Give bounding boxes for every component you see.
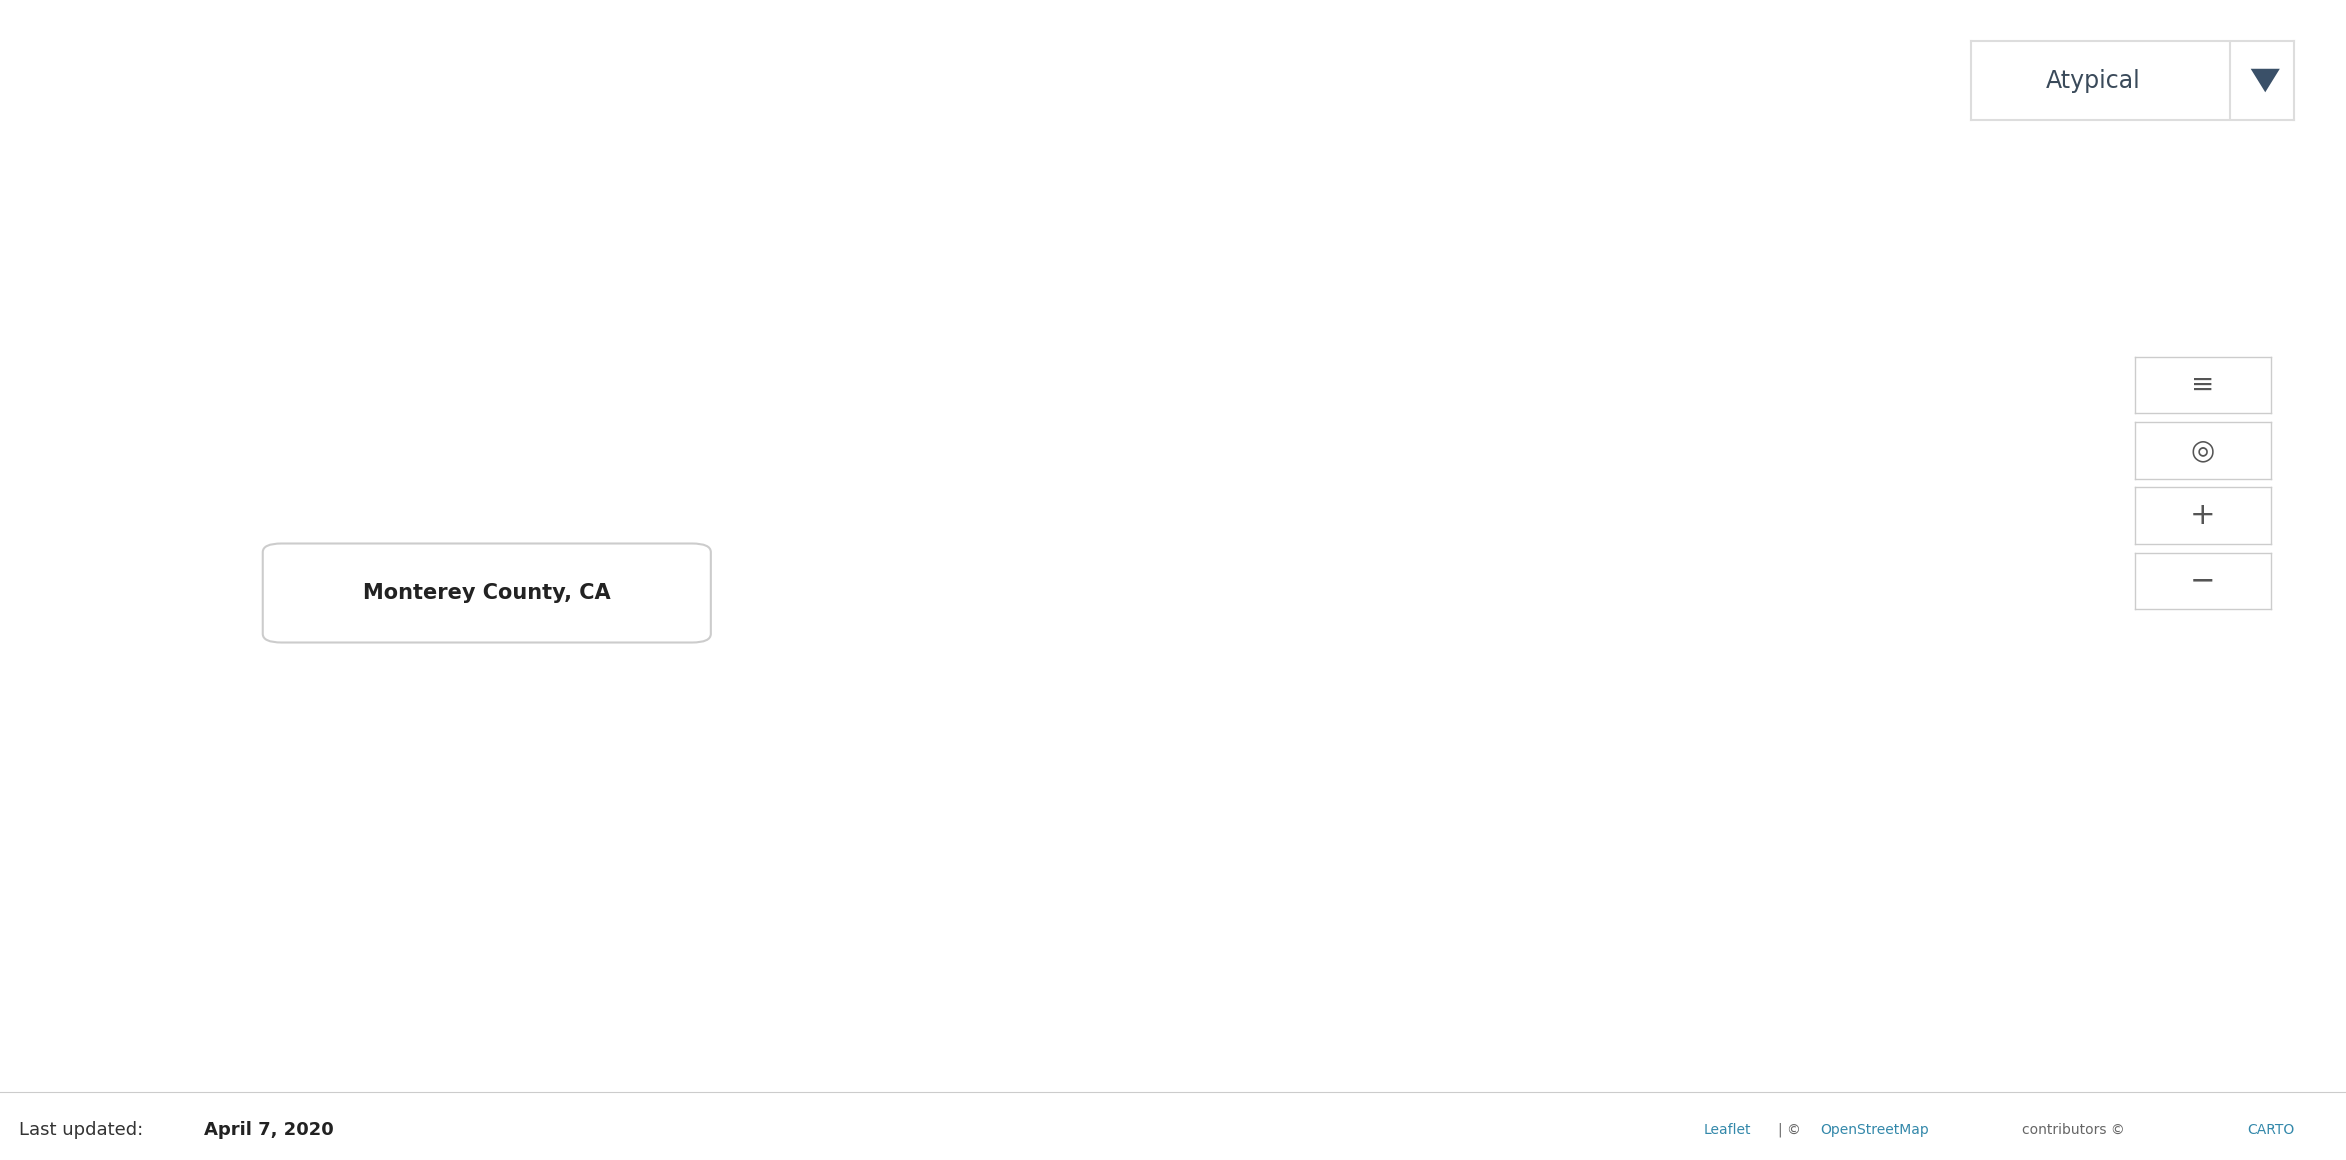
Text: ◎: ◎ [2191,436,2215,464]
Text: Leaflet: Leaflet [1703,1123,1750,1137]
Text: OpenStreetMap: OpenStreetMap [1820,1123,1928,1137]
Text: April 7, 2020: April 7, 2020 [204,1121,333,1139]
Text: Atypical: Atypical [2046,68,2142,93]
Text: −: − [2191,566,2215,595]
Text: contributors ©: contributors © [2022,1123,2125,1137]
Text: CARTO: CARTO [2247,1123,2294,1137]
Text: +: + [2191,501,2215,530]
Text: | ©: | © [1778,1123,1806,1137]
Text: Monterey County, CA: Monterey County, CA [364,583,610,603]
Text: Last updated:: Last updated: [19,1121,148,1139]
Text: ≡: ≡ [2191,371,2215,399]
FancyBboxPatch shape [263,544,711,643]
Polygon shape [2250,68,2280,93]
